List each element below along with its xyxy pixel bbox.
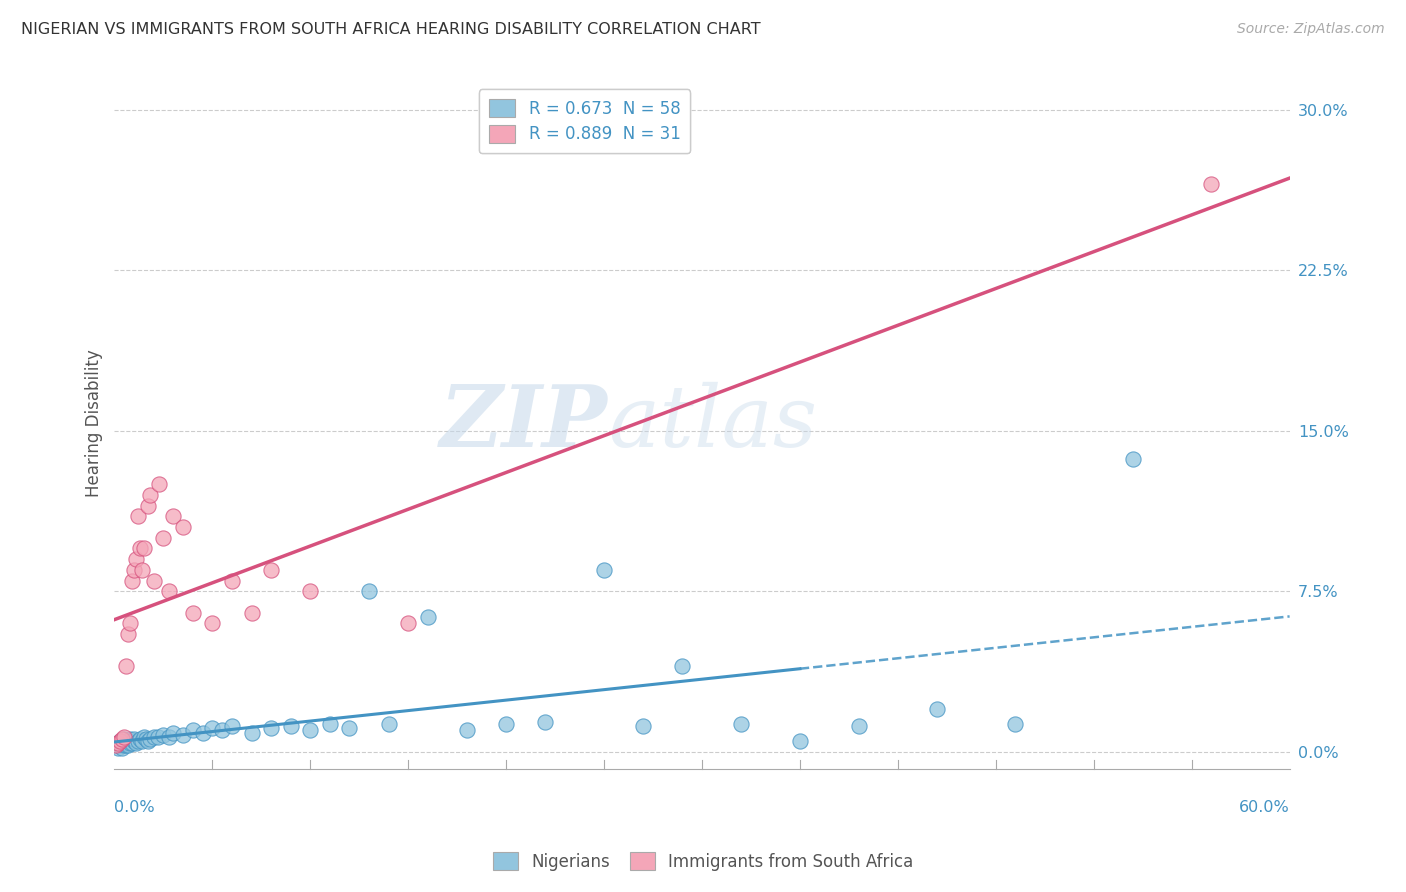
Point [120,736,142,750]
Text: ZIP: ZIP [440,382,607,465]
Point [112,739,135,753]
Point [117,627,139,641]
Point [132,730,155,744]
Point [162,725,184,739]
Point [456,723,478,738]
Point [120,616,142,631]
Point [138,488,160,502]
Point [162,509,184,524]
Point [172,728,194,742]
Point [280,719,302,733]
Point [107,736,129,750]
Point [146,730,169,744]
Point [121,574,143,588]
Point [671,659,693,673]
Point [730,717,752,731]
Point [110,734,132,748]
Point [221,719,243,733]
Point [115,659,138,673]
Point [107,736,129,750]
Point [105,739,128,753]
Point [396,616,419,631]
Point [157,730,180,744]
Point [117,739,139,753]
Point [260,722,283,736]
Point [125,552,148,566]
Point [201,616,224,631]
Legend: Nigerians, Immigrants from South Africa: Nigerians, Immigrants from South Africa [484,844,922,880]
Point [111,736,134,750]
Point [240,725,263,739]
Legend: R = 0.673  N = 58, R = 0.889  N = 31: R = 0.673 N = 58, R = 0.889 N = 31 [478,89,690,153]
Point [122,732,145,747]
Point [416,610,439,624]
Point [148,477,170,491]
Point [181,606,204,620]
Point [110,739,132,753]
Text: Source: ZipAtlas.com: Source: ZipAtlas.com [1237,22,1385,37]
Point [319,717,342,731]
Point [122,734,145,748]
Point [1199,178,1222,192]
Point [142,730,165,744]
Point [127,509,149,524]
Y-axis label: Hearing Disability: Hearing Disability [86,350,103,497]
Point [111,732,134,747]
Point [377,717,399,731]
Point [142,574,165,588]
Point [495,717,517,731]
Point [299,723,322,738]
Point [131,734,153,748]
Point [201,722,224,736]
Point [1004,717,1026,731]
Point [211,723,233,738]
Point [128,541,150,556]
Point [633,719,655,733]
Point [111,740,134,755]
Point [127,734,149,748]
Point [181,723,204,738]
Point [125,736,148,750]
Point [136,499,159,513]
Point [191,725,214,739]
Point [138,732,160,747]
Point [112,732,135,747]
Point [115,736,138,750]
Point [593,563,616,577]
Point [339,722,361,736]
Text: NIGERIAN VS IMMIGRANTS FROM SOUTH AFRICA HEARING DISABILITY CORRELATION CHART: NIGERIAN VS IMMIGRANTS FROM SOUTH AFRICA… [21,22,761,37]
Text: 60.0%: 60.0% [1239,800,1289,815]
Point [152,728,174,742]
Point [534,714,557,729]
Point [112,730,135,744]
Point [131,563,153,577]
Text: 0.0%: 0.0% [114,800,155,815]
Point [1122,451,1144,466]
Point [120,732,142,747]
Point [260,563,283,577]
Point [789,734,811,748]
Point [240,606,263,620]
Point [299,584,322,599]
Point [925,702,948,716]
Point [157,584,180,599]
Text: atlas: atlas [607,382,817,465]
Point [121,736,143,750]
Point [848,719,870,733]
Point [152,531,174,545]
Point [357,584,380,599]
Point [117,734,139,748]
Point [135,732,157,747]
Point [172,520,194,534]
Point [132,541,155,556]
Point [105,739,128,753]
Point [110,734,132,748]
Point [128,732,150,747]
Point [122,563,145,577]
Point [221,574,243,588]
Point [136,734,159,748]
Point [115,739,138,753]
Point [107,740,129,755]
